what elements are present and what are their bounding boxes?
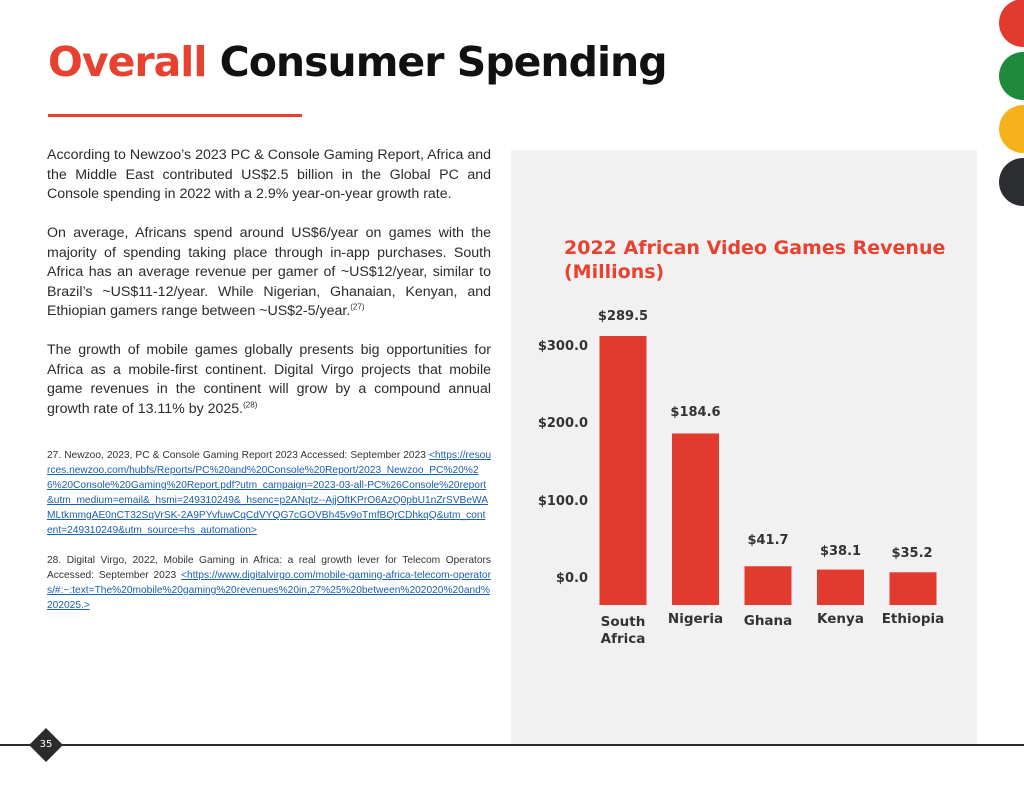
paragraph-3-text: The growth of mobile games globally pres… [47, 342, 491, 417]
page-title-accent: Overall [48, 38, 207, 86]
body-text: According to Newzoo’s 2023 PC & Console … [47, 146, 491, 439]
paragraph-3: The growth of mobile games globally pres… [47, 341, 491, 419]
footnote-28-link[interactable]: <https://www.digitalvirgo.com/mobile-gam… [47, 570, 491, 611]
title-underline [48, 114, 302, 117]
footnotes: 27. Newzoo, 2023, PC & Console Gaming Re… [47, 448, 491, 628]
footnote-ref-28: (28) [243, 399, 258, 409]
chart-panel [511, 150, 977, 744]
paragraph-2-text: On average, Africans spend around US$6/y… [47, 225, 491, 319]
page-number: 35 [39, 739, 53, 750]
footnote-27: 27. Newzoo, 2023, PC & Console Gaming Re… [47, 448, 491, 538]
paragraph-1-text: According to Newzoo’s 2023 PC & Console … [47, 147, 491, 202]
page-title-rest: Consumer Spending [206, 38, 668, 86]
footer-line [0, 744, 1024, 746]
decor-dot-red [999, 0, 1024, 47]
decor-dot-green [999, 52, 1024, 100]
footnote-28-text: 28. Digital Virgo, 2022, Mobile Gaming i… [47, 555, 491, 581]
footnote-28: 28. Digital Virgo, 2022, Mobile Gaming i… [47, 553, 491, 613]
page-title: Overall Consumer Spending [48, 38, 668, 86]
paragraph-1: According to Newzoo’s 2023 PC & Console … [47, 146, 491, 205]
decor-dot-dark [999, 158, 1024, 206]
footnote-27-link[interactable]: <https://resources.newzoo.com/hubfs/Repo… [47, 450, 491, 536]
footnote-ref-27: (27) [350, 302, 365, 312]
footnote-27-text: 27. Newzoo, 2023, PC & Console Gaming Re… [47, 450, 429, 461]
paragraph-2: On average, Africans spend around US$6/y… [47, 224, 491, 322]
decor-dot-yellow [999, 105, 1024, 153]
